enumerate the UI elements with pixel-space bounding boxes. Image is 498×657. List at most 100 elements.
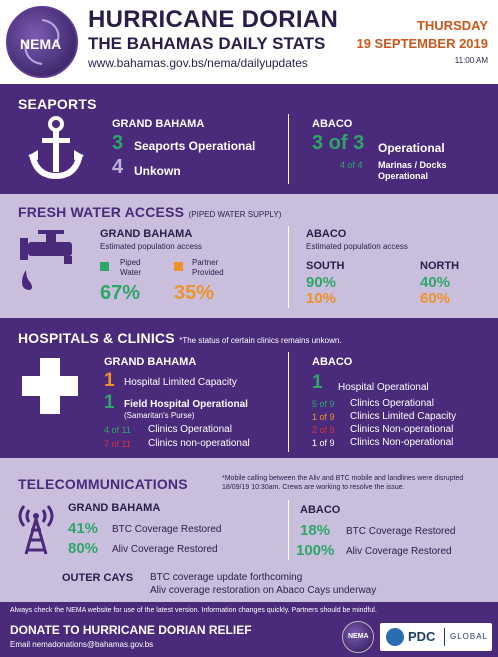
water-abaco-heading: ABACO	[306, 228, 347, 240]
hurricane-swirl-icon	[24, 19, 60, 65]
hosp-gb-clinics-non-label: Clinics non-operational	[148, 438, 250, 449]
donate-email[interactable]: Email nemadonations@bahamas.gov.bs	[10, 640, 154, 649]
hosp-abaco-r1-num: 5 of 9	[312, 399, 335, 409]
water-north-piped: 40%	[420, 274, 451, 291]
hosp-gb-limited-label: Hospital Limited Capacity	[124, 377, 237, 388]
hosp-abaco-r4-num: 1 of 9	[312, 438, 335, 448]
tel-cays-heading: OUTER CAYS	[62, 572, 134, 584]
telecom-divider	[288, 500, 289, 560]
water-section: FRESH WATER ACCESS (PIPED WATER SUPPLY) …	[0, 194, 498, 318]
tel-gb-aliv-label: Aliv Coverage Restored	[112, 544, 218, 555]
footer-nema-logo: NEMA	[342, 621, 374, 653]
page-subtitle: THE BAHAMAS DAILY STATS	[88, 34, 326, 53]
nema-logo-text: NEMA	[20, 36, 62, 52]
hosp-abaco-hosp-num: 1	[312, 372, 323, 393]
footer: Always check the NEMA website for use of…	[0, 602, 498, 657]
hosp-gb-clinics-op-num: 4 of 11	[104, 425, 131, 435]
hosp-abaco-r3-label: Clinics Non-operational	[350, 424, 454, 435]
date-full: 19 SEPTEMBER 2019	[356, 36, 488, 51]
hosp-abaco-heading: ABACO	[312, 356, 353, 368]
seaports-gb-unknown-label: Unkown	[134, 164, 181, 178]
water-north-label: NORTH	[420, 260, 460, 272]
page-url: www.bahamas.gov.bs/nema/dailyupdates	[88, 56, 308, 70]
anchor-icon	[28, 116, 84, 180]
hosp-gb-heading: GRAND BAHAMA	[104, 356, 197, 368]
hosp-gb-clinics-op-label: Clinics Operational	[148, 424, 232, 435]
tel-gb-btc-num: 41%	[68, 520, 99, 537]
seaports-abaco-heading: ABACO	[312, 118, 353, 130]
hosp-gb-field-num: 1	[104, 392, 115, 413]
tel-cays-line1: BTC coverage update forthcoming	[150, 572, 303, 583]
cell-tower-icon	[18, 505, 54, 555]
tel-abaco-heading: ABACO	[300, 504, 341, 516]
telecom-title: TELECOMMUNICATIONS	[18, 476, 188, 492]
hospitals-title-note: *The status of certain clinics remains u…	[179, 336, 342, 345]
water-gb-partner: 35%	[174, 282, 215, 304]
water-north-partner: 60%	[420, 290, 451, 307]
seaports-gb-unknown-num: 4	[112, 156, 124, 178]
tel-cays-line2: Aliv coverage restoration on Abaco Cays …	[150, 585, 377, 596]
footer-nema-logo-text: NEMA	[348, 633, 369, 640]
hosp-gb-field-sub: (Samaritan's Purse)	[124, 411, 195, 420]
hosp-abaco-r2-num: 1 of 9	[312, 412, 335, 422]
hosp-abaco-r1-label: Clinics Operational	[350, 398, 434, 409]
seaports-gb-operational-label: Seaports Operational	[134, 139, 256, 153]
pdc-text: PDC	[408, 629, 436, 644]
seaports-abaco-num: 3 of 3	[312, 132, 365, 154]
seaports-abaco-marinas-label: Marinas / Docks Operational	[378, 160, 447, 181]
water-abaco-sub: Estimated population access	[306, 242, 408, 251]
water-south-partner: 10%	[306, 290, 337, 307]
water-south-piped: 90%	[306, 274, 337, 291]
water-south-label: SOUTH	[306, 260, 345, 272]
water-gb-sub: Estimated population access	[100, 242, 202, 251]
footer-disclaimer: Always check the NEMA website for use of…	[10, 607, 377, 614]
water-title: FRESH WATER ACCESS (PIPED WATER SUPPLY)	[18, 204, 281, 222]
hosp-abaco-r2-label: Clinics Limited Capacity	[350, 411, 457, 422]
legend-partner-swatch	[174, 262, 183, 271]
hosp-abaco-r4-label: Clinics Non-operational	[350, 437, 454, 448]
hospitals-section: HOSPITALS & CLINICS *The status of certa…	[0, 318, 498, 458]
tel-abaco-btc-num: 18%	[300, 522, 331, 539]
telecom-section: TELECOMMUNICATIONS *Mobile calling betwe…	[0, 458, 498, 602]
hosp-gb-clinics-non-num: 7 of 11	[104, 439, 131, 449]
water-divider	[288, 226, 289, 308]
header: NEMA HURRICANE DORIAN THE BAHAMAS DAILY …	[0, 0, 498, 84]
date-day: THURSDAY	[416, 18, 488, 33]
hosp-abaco-r3-num: 2 of 9	[312, 425, 335, 435]
water-title-text: FRESH WATER ACCESS	[18, 204, 185, 220]
global-text: GLOBAL	[450, 632, 489, 641]
telecom-note: *Mobile calling between the Aliv and BTC…	[222, 475, 464, 491]
hosp-abaco-hosp-label: Hospital Operational	[338, 382, 429, 393]
water-gb-piped: 67%	[100, 282, 141, 304]
pdc-separator	[444, 628, 445, 646]
hospitals-title: HOSPITALS & CLINICS *The status of certa…	[18, 330, 342, 348]
tel-gb-aliv-num: 80%	[68, 540, 99, 557]
legend-piped-swatch	[100, 262, 109, 271]
tel-abaco-btc-label: BTC Coverage Restored	[346, 526, 456, 537]
tel-gb-btc-label: BTC Coverage Restored	[112, 524, 222, 535]
hospitals-title-text: HOSPITALS & CLINICS	[18, 330, 175, 346]
seaports-title: SEAPORTS	[18, 96, 97, 112]
seaports-gb-heading: GRAND BAHAMA	[112, 118, 205, 130]
water-title-note: (PIPED WATER SUPPLY)	[188, 210, 282, 219]
hosp-gb-limited-num: 1	[104, 370, 115, 391]
seaports-abaco-label: Operational	[378, 141, 445, 155]
seaports-abaco-marinas-num: 4 of 4	[340, 160, 363, 170]
legend-piped-label: Piped Water	[120, 258, 142, 277]
seaports-divider	[288, 114, 289, 184]
page-title: HURRICANE DORIAN	[88, 6, 339, 33]
date-time: 11:00 AM	[454, 56, 488, 65]
tel-abaco-aliv-label: Aliv Coverage Restored	[346, 546, 452, 557]
tel-gb-heading: GRAND BAHAMA	[68, 502, 161, 514]
medical-cross-icon	[22, 358, 78, 414]
pdc-logo: PDC GLOBAL	[380, 623, 492, 651]
tel-abaco-aliv-num: 100%	[296, 542, 335, 559]
pdc-triangle-icon	[386, 628, 404, 646]
nema-logo: NEMA	[6, 6, 78, 78]
legend-partner-label: Partner Provided	[192, 258, 224, 277]
seaports-gb-operational-num: 3	[112, 132, 124, 154]
water-gb-heading: GRAND BAHAMA	[100, 228, 193, 240]
hosp-gb-field-label: Field Hospital Operational	[124, 399, 248, 410]
faucet-icon	[20, 230, 72, 290]
donate-heading: DONATE TO HURRICANE DORIAN RELIEF	[10, 623, 252, 637]
